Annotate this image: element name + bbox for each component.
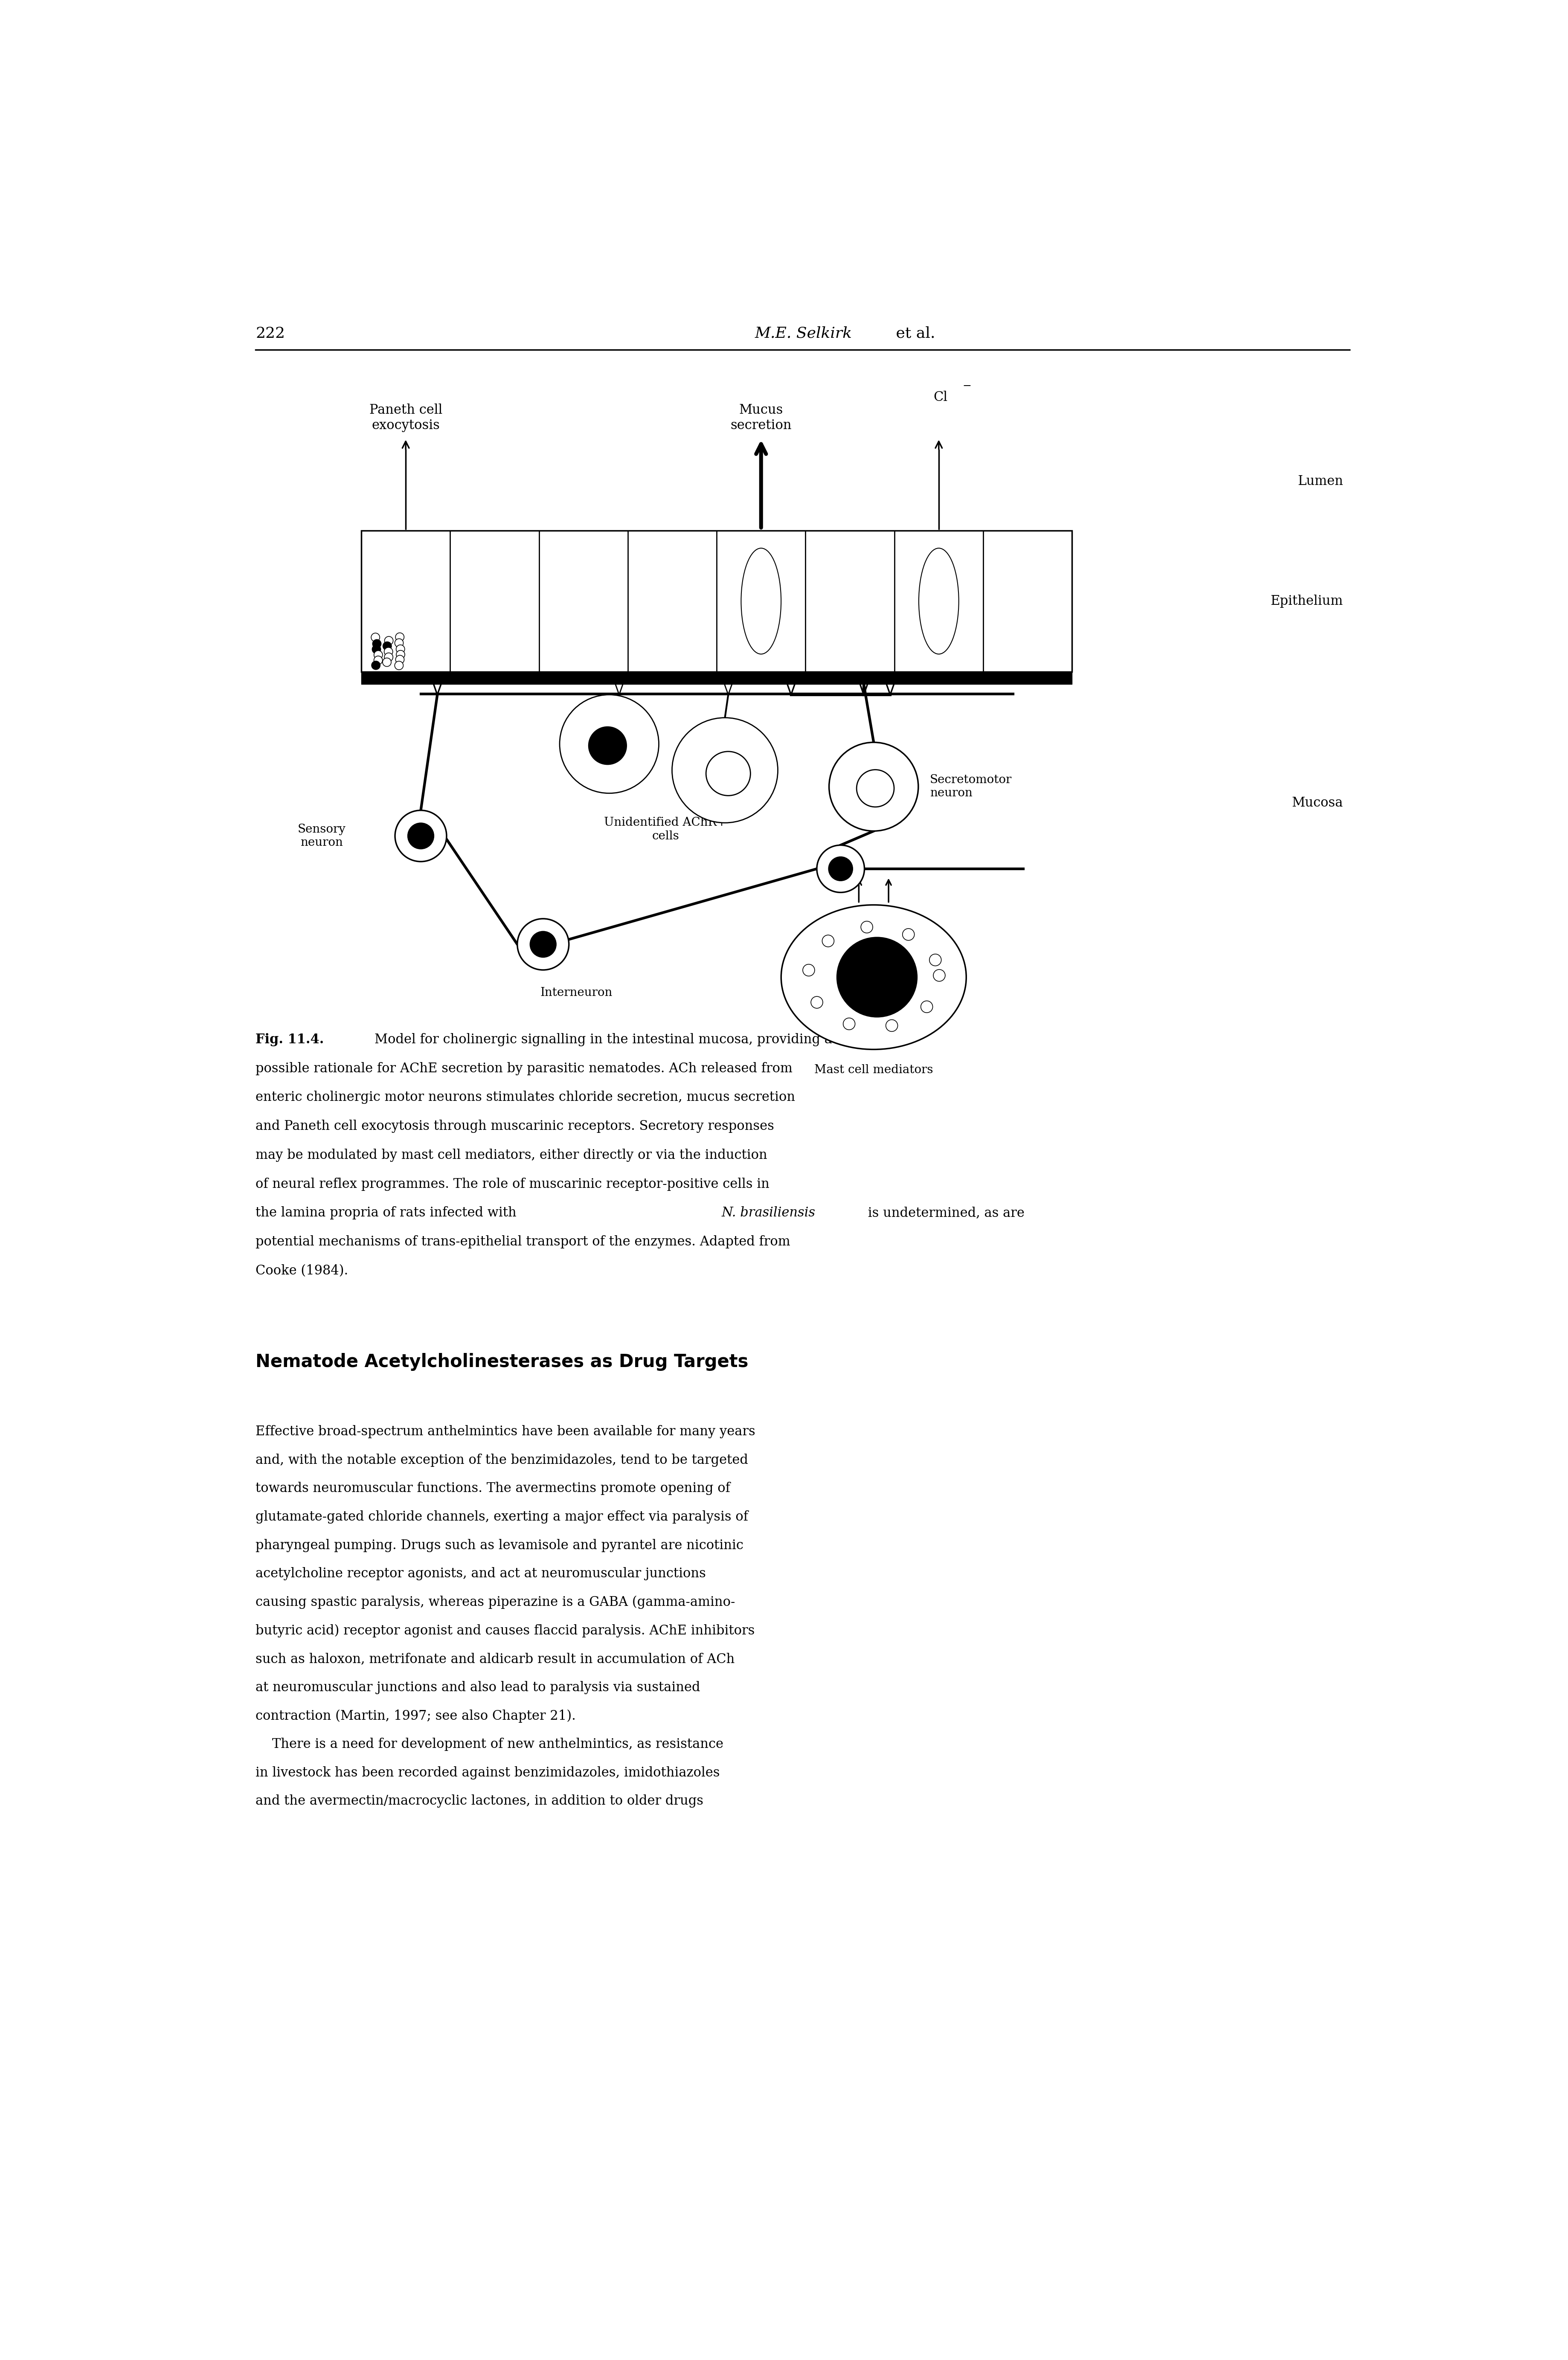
Circle shape	[829, 743, 919, 831]
Text: is undetermined, as are: is undetermined, as are	[864, 1206, 1024, 1220]
Text: contraction (Martin, 1997; see also Chapter 21).: contraction (Martin, 1997; see also Chap…	[256, 1709, 575, 1723]
Text: potential mechanisms of trans-epithelial transport of the enzymes. Adapted from: potential mechanisms of trans-epithelial…	[256, 1234, 790, 1248]
Circle shape	[383, 658, 390, 666]
Circle shape	[397, 644, 405, 654]
Circle shape	[673, 717, 778, 824]
Circle shape	[373, 640, 381, 649]
Circle shape	[372, 661, 379, 670]
Text: possible rationale for AChE secretion by parasitic nematodes. ACh released from: possible rationale for AChE secretion by…	[256, 1062, 792, 1076]
Text: of neural reflex programmes. The role of muscarinic receptor-positive cells in: of neural reflex programmes. The role of…	[256, 1178, 770, 1192]
Text: N. brasiliensis: N. brasiliensis	[721, 1206, 815, 1220]
Text: Mucosa: Mucosa	[1292, 795, 1344, 809]
Circle shape	[560, 694, 659, 793]
Circle shape	[837, 937, 917, 1017]
Circle shape	[706, 750, 751, 795]
Text: Sensory
neuron: Sensory neuron	[298, 824, 345, 847]
Text: Fig. 11.4.: Fig. 11.4.	[256, 1034, 325, 1045]
Circle shape	[903, 927, 914, 939]
Circle shape	[395, 661, 403, 670]
Text: Effective broad-spectrum anthelmintics have been available for many years: Effective broad-spectrum anthelmintics h…	[256, 1425, 756, 1437]
Circle shape	[817, 845, 864, 892]
Text: Lumen: Lumen	[1298, 474, 1344, 489]
Circle shape	[373, 651, 383, 658]
Text: enteric cholinergic motor neurons stimulates chloride secretion, mucus secretion: enteric cholinergic motor neurons stimul…	[256, 1090, 795, 1104]
Text: −: −	[963, 380, 971, 392]
Text: such as haloxon, metrifonate and aldicarb result in accumulation of ACh: such as haloxon, metrifonate and aldicar…	[256, 1652, 735, 1666]
Ellipse shape	[781, 904, 966, 1050]
Circle shape	[861, 920, 873, 932]
Text: glutamate-gated chloride channels, exerting a major effect via paralysis of: glutamate-gated chloride channels, exert…	[256, 1510, 748, 1525]
Text: Mucus
secretion: Mucus secretion	[731, 404, 792, 432]
Text: M.E. Selkirk: M.E. Selkirk	[754, 326, 853, 340]
Text: Mast cell mediators: Mast cell mediators	[814, 1064, 933, 1076]
Text: acetylcholine receptor agonists, and act at neuromuscular junctions: acetylcholine receptor agonists, and act…	[256, 1567, 706, 1581]
Bar	[361, 531, 1073, 673]
Text: Cooke (1984).: Cooke (1984).	[256, 1265, 348, 1277]
Circle shape	[408, 824, 434, 850]
Circle shape	[844, 1017, 855, 1029]
Circle shape	[920, 1001, 933, 1012]
Text: may be modulated by mast cell mediators, either directly or via the induction: may be modulated by mast cell mediators,…	[256, 1149, 767, 1161]
Text: towards neuromuscular functions. The avermectins promote opening of: towards neuromuscular functions. The ave…	[256, 1482, 731, 1496]
Circle shape	[517, 918, 569, 970]
Circle shape	[811, 996, 823, 1008]
Text: Cl: Cl	[933, 392, 947, 404]
Text: Model for cholinergic signalling in the intestinal mucosa, providing a: Model for cholinergic signalling in the …	[375, 1034, 833, 1045]
Circle shape	[886, 1020, 898, 1031]
Text: and the avermectin/macrocyclic lactones, in addition to older drugs: and the avermectin/macrocyclic lactones,…	[256, 1794, 704, 1808]
Text: et al.: et al.	[891, 326, 936, 340]
Circle shape	[373, 656, 383, 666]
Text: Secretomotor
neuron: Secretomotor neuron	[930, 774, 1011, 800]
Text: and, with the notable exception of the benzimidazoles, tend to be targeted: and, with the notable exception of the b…	[256, 1454, 748, 1468]
Circle shape	[803, 965, 815, 977]
Circle shape	[588, 727, 626, 765]
Circle shape	[384, 647, 392, 656]
Text: Unidentified AChR+
cells: Unidentified AChR+ cells	[604, 817, 728, 843]
Text: at neuromuscular junctions and also lead to paralysis via sustained: at neuromuscular junctions and also lead…	[256, 1680, 701, 1694]
Text: the lamina propria of rats infected with: the lamina propria of rats infected with	[256, 1206, 521, 1220]
Text: and Paneth cell exocytosis through muscarinic receptors. Secretory responses: and Paneth cell exocytosis through musca…	[256, 1119, 775, 1133]
Circle shape	[383, 642, 392, 651]
Text: causing spastic paralysis, whereas piperazine is a GABA (gamma-amino-: causing spastic paralysis, whereas piper…	[256, 1595, 735, 1610]
Circle shape	[372, 632, 379, 642]
Circle shape	[397, 651, 405, 658]
Text: Paneth cell
exocytosis: Paneth cell exocytosis	[368, 404, 442, 432]
Text: Nematode Acetylcholinesterases as Drug Targets: Nematode Acetylcholinesterases as Drug T…	[256, 1352, 748, 1371]
Circle shape	[395, 656, 405, 663]
Text: in livestock has been recorded against benzimidazoles, imidothiazoles: in livestock has been recorded against b…	[256, 1765, 720, 1779]
Text: butyric acid) receptor agonist and causes flaccid paralysis. AChE inhibitors: butyric acid) receptor agonist and cause…	[256, 1624, 754, 1638]
Circle shape	[395, 640, 403, 647]
Circle shape	[395, 632, 405, 642]
Circle shape	[856, 769, 894, 807]
Circle shape	[395, 809, 447, 861]
Text: There is a need for development of new anthelmintics, as resistance: There is a need for development of new a…	[256, 1737, 723, 1751]
Text: Interneuron: Interneuron	[539, 986, 612, 998]
Circle shape	[384, 637, 394, 644]
Circle shape	[530, 932, 557, 958]
Text: pharyngeal pumping. Drugs such as levamisole and pyrantel are nicotinic: pharyngeal pumping. Drugs such as levami…	[256, 1539, 743, 1553]
Text: Epithelium: Epithelium	[1270, 595, 1344, 609]
Ellipse shape	[742, 548, 781, 654]
Circle shape	[384, 654, 394, 661]
Circle shape	[372, 644, 381, 654]
Circle shape	[933, 970, 946, 982]
Circle shape	[829, 857, 853, 880]
Text: 222: 222	[256, 326, 285, 340]
Circle shape	[930, 953, 941, 965]
Ellipse shape	[919, 548, 958, 654]
Circle shape	[822, 935, 834, 946]
